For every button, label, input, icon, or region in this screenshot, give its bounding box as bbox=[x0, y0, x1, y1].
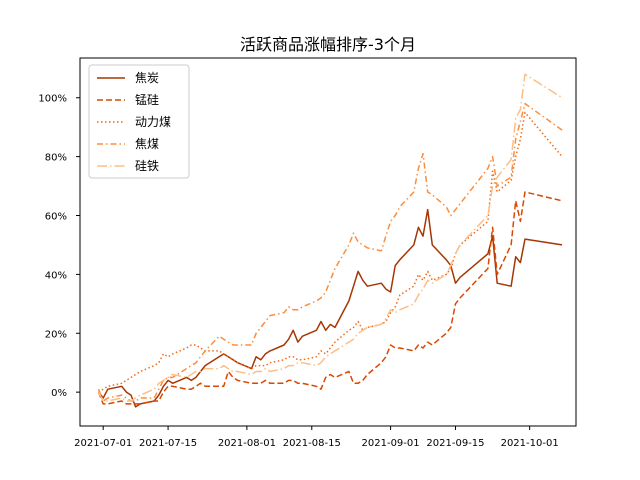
y-tick-label: 40% bbox=[45, 270, 67, 281]
y-tick-label: 0% bbox=[51, 388, 67, 399]
legend-label: 焦炭 bbox=[135, 71, 159, 85]
y-tick-label: 80% bbox=[45, 153, 67, 164]
chart-title: 活跃商品涨幅排序-3个月 bbox=[240, 35, 416, 54]
x-tick-label: 2021-07-01 bbox=[74, 438, 132, 449]
y-tick-label: 20% bbox=[45, 329, 67, 340]
series-layer bbox=[97, 73, 563, 408]
x-tick-label: 2021-08-01 bbox=[218, 438, 276, 449]
x-tick-label: 2021-09-15 bbox=[426, 438, 484, 449]
legend-label: 硅铁 bbox=[135, 159, 159, 173]
x-tick-label: 2021-07-15 bbox=[139, 438, 197, 449]
legend-box bbox=[88, 64, 190, 179]
series-line-1 bbox=[97, 208, 563, 408]
x-tick-label: 2021-09-01 bbox=[362, 438, 420, 449]
series-line-2 bbox=[97, 191, 563, 405]
y-tick-label: 100% bbox=[38, 94, 67, 105]
x-axis: 2021-07-01 2021-07-15 2021-08-01 2021-08-15… bbox=[74, 426, 559, 449]
series-line-5 bbox=[97, 73, 563, 402]
series-line-3 bbox=[98, 111, 563, 393]
series-line-4 bbox=[97, 102, 563, 402]
legend-label: 焦煤 bbox=[135, 137, 159, 151]
plot-frame bbox=[79, 57, 577, 427]
y-tick-label: 60% bbox=[45, 212, 67, 223]
x-tick-label: 2021-08-15 bbox=[283, 438, 341, 449]
legend-label: 锰硅 bbox=[135, 92, 159, 107]
x-tick-label: 2021-10-01 bbox=[501, 438, 559, 449]
legend-label: 动力煤 bbox=[135, 115, 171, 129]
y-axis: 0% 20% 40% 60% 80% 100% bbox=[38, 94, 80, 399]
